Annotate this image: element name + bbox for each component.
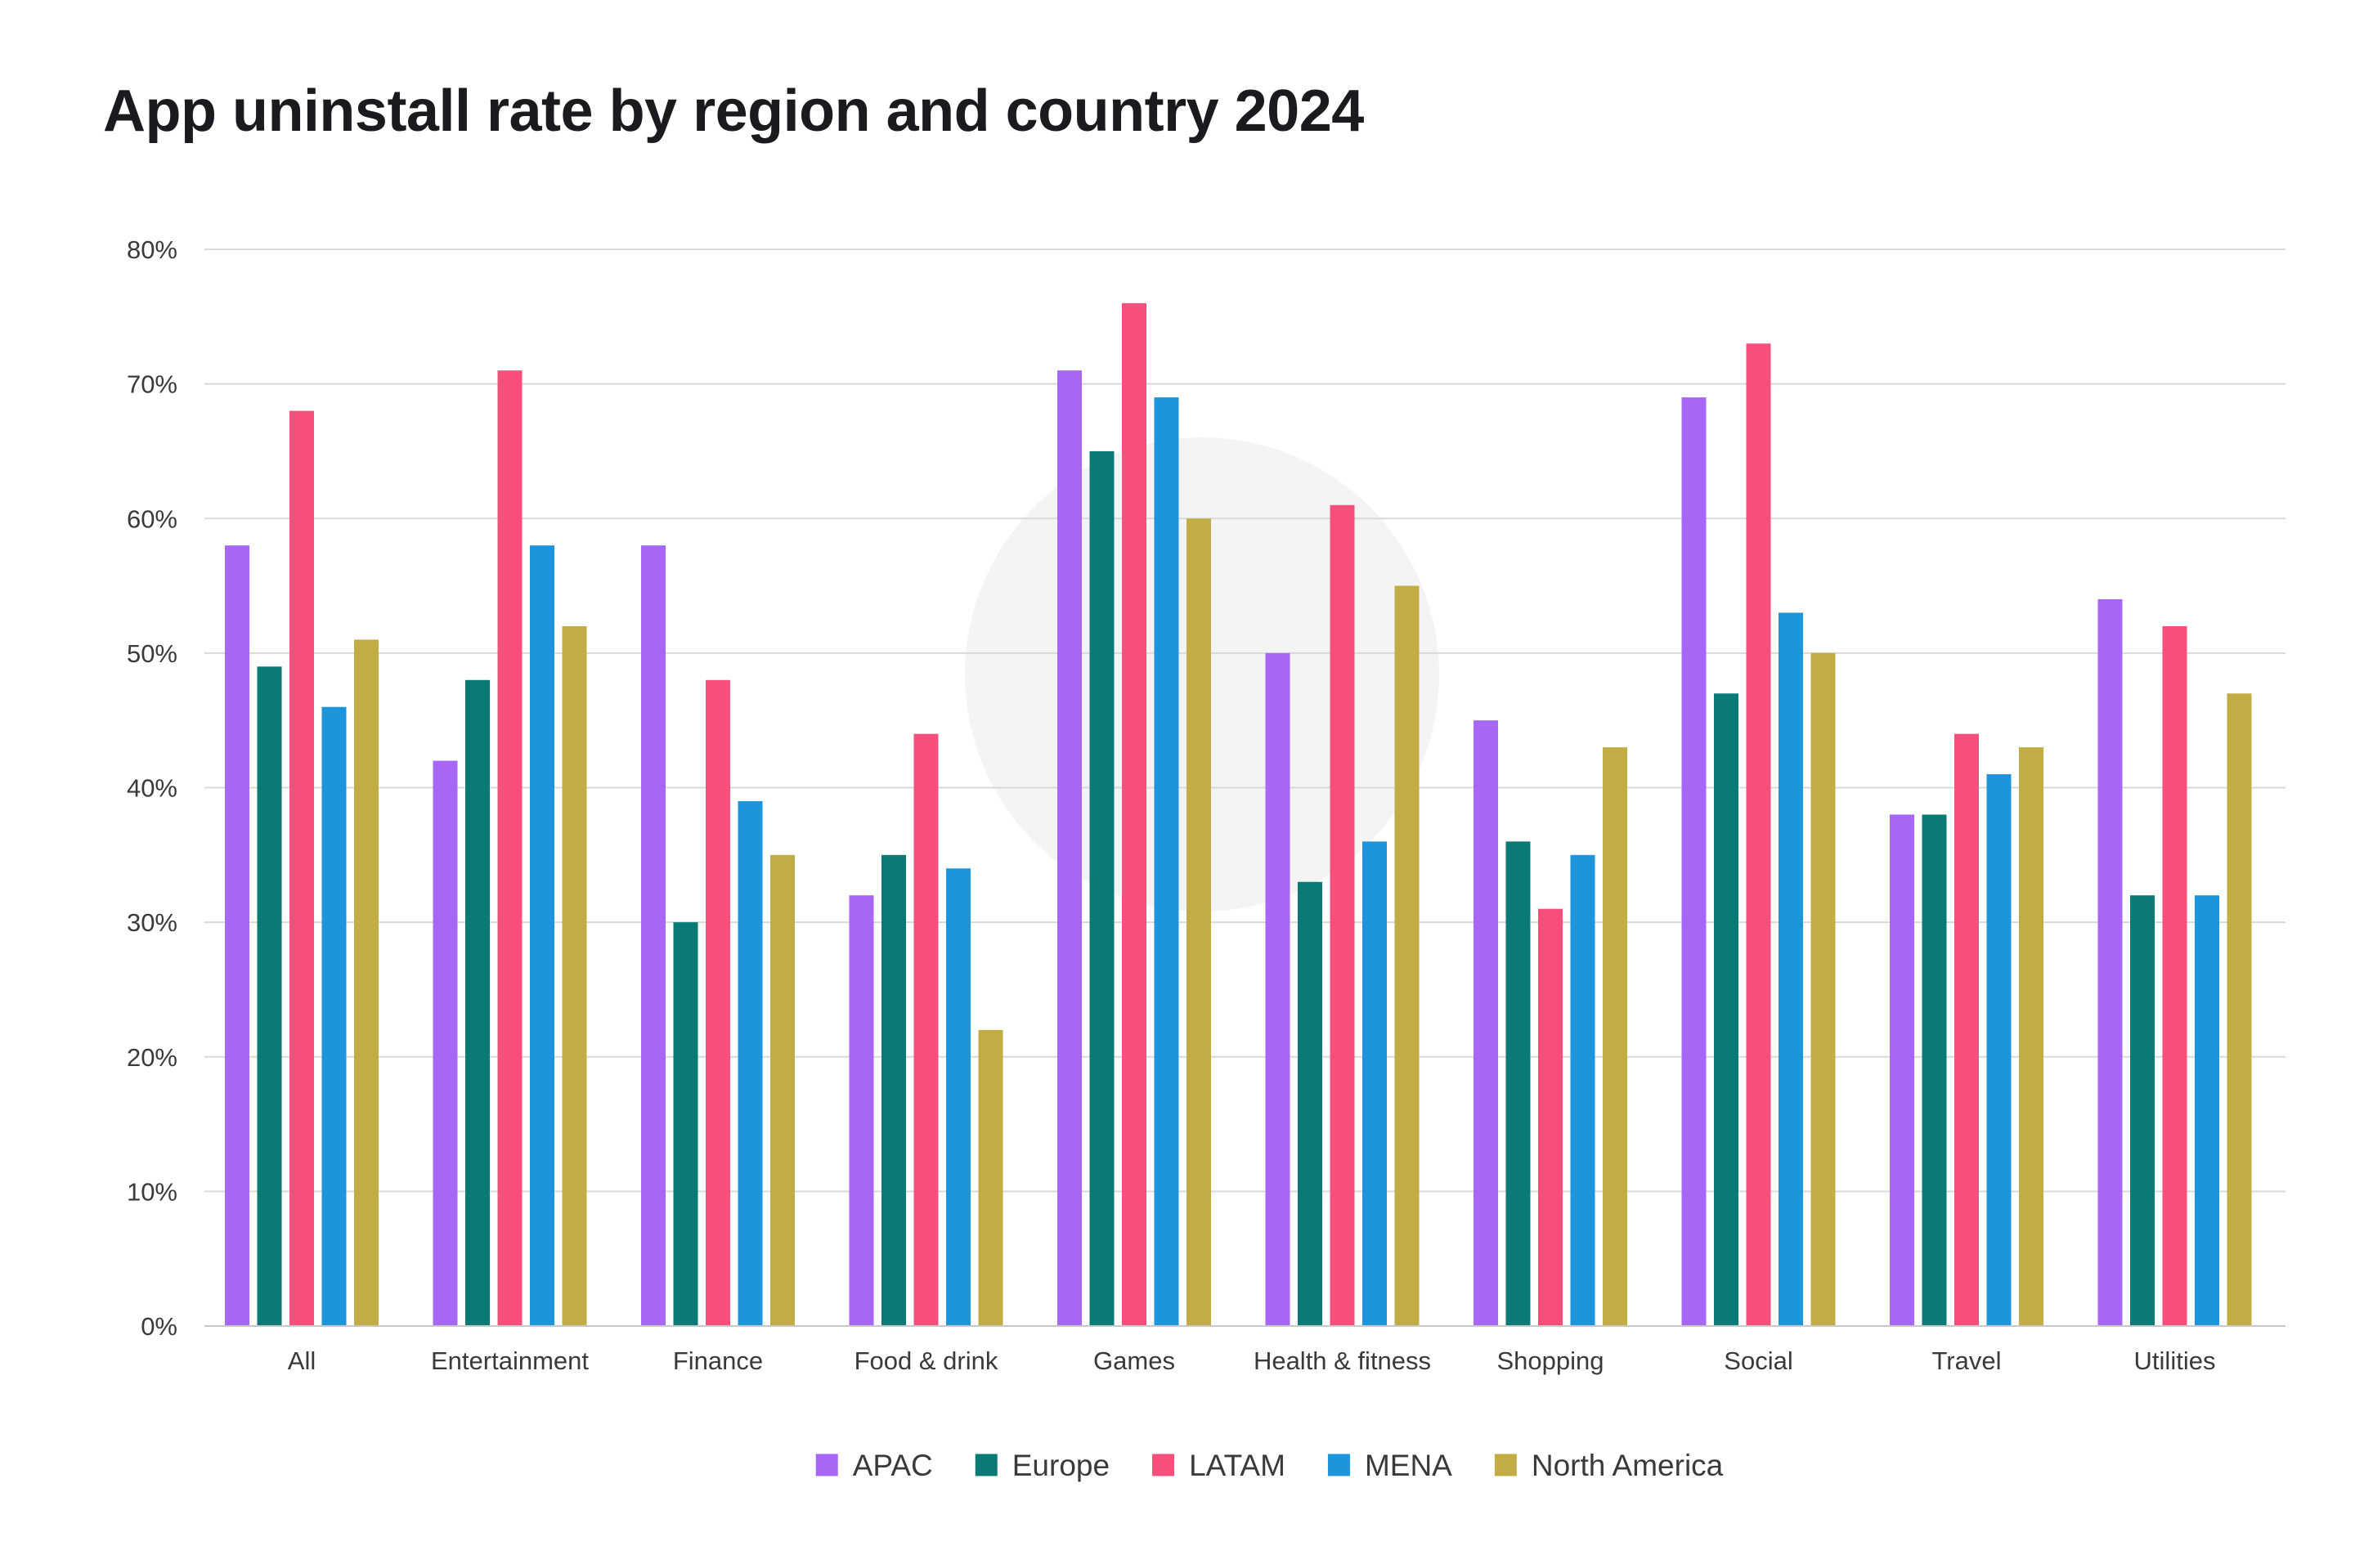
- legend-label: North America: [1532, 1449, 1724, 1482]
- y-tick-label: 40%: [127, 774, 177, 803]
- x-axis-tick-labels: All Entertainment Finance Food & drink Games…: [288, 1346, 2216, 1375]
- x-tick-label: Food & drink: [855, 1346, 998, 1375]
- y-tick-label: 70%: [127, 370, 177, 399]
- bar: [257, 666, 282, 1326]
- bar: [1922, 814, 1947, 1326]
- x-tick-label: Social: [1724, 1346, 1792, 1375]
- bar: [1954, 733, 1979, 1326]
- x-tick-label: Travel: [1932, 1346, 2002, 1375]
- bar: [946, 868, 971, 1326]
- bar: [2195, 895, 2219, 1326]
- legend-swatch: [1494, 1454, 1517, 1476]
- x-tick-label: All: [288, 1346, 316, 1375]
- bar: [1154, 397, 1179, 1326]
- bar: [321, 706, 347, 1326]
- legend-swatch: [1327, 1454, 1350, 1476]
- bar: [1089, 450, 1115, 1326]
- bar: [2097, 599, 2123, 1326]
- legend-item: North America: [1494, 1449, 1724, 1482]
- bar: [497, 370, 523, 1327]
- bar: [1714, 693, 1738, 1326]
- legend-label: Europe: [1012, 1449, 1110, 1482]
- bar: [1298, 881, 1322, 1326]
- legend-swatch: [1152, 1454, 1175, 1476]
- bar: [530, 545, 554, 1326]
- x-tick-label: Entertainment: [431, 1346, 589, 1375]
- bar: [978, 1029, 1003, 1326]
- legend-item: MENA: [1327, 1449, 1452, 1482]
- bar: [738, 800, 763, 1326]
- bar: [433, 760, 458, 1326]
- bar: [2162, 625, 2187, 1326]
- legend: APAC Europe LATAM MENA North America: [815, 1449, 1724, 1482]
- x-tick-label: Games: [1093, 1346, 1175, 1375]
- bar: [673, 922, 698, 1326]
- bar: [1681, 397, 1707, 1326]
- bar: [1570, 854, 1595, 1326]
- bar: [641, 545, 666, 1326]
- bar: [465, 679, 490, 1326]
- legend-item: Europe: [975, 1449, 1110, 1482]
- bar: [1810, 652, 1836, 1326]
- bar: [1986, 774, 2012, 1326]
- x-tick-label: Finance: [673, 1346, 763, 1375]
- bar: [1603, 747, 1627, 1326]
- bar: [2019, 747, 2043, 1326]
- bar: [913, 733, 939, 1326]
- bar: [1890, 814, 1914, 1326]
- bar: [1505, 841, 1531, 1326]
- bar: [1330, 504, 1355, 1326]
- y-axis-tick-labels: 0% 10% 20% 30% 40% 50% 60% 70% 80%: [127, 235, 177, 1341]
- bar: [1474, 720, 1498, 1326]
- bar: [1538, 908, 1563, 1326]
- y-tick-label: 10%: [127, 1177, 177, 1206]
- legend-swatch: [975, 1454, 998, 1476]
- bar: [1746, 343, 1771, 1326]
- bar: [881, 854, 906, 1326]
- y-tick-label: 30%: [127, 908, 177, 937]
- bar: [289, 410, 314, 1326]
- y-tick-label: 0%: [141, 1312, 177, 1341]
- bar: [849, 895, 874, 1326]
- bar: [770, 854, 795, 1326]
- x-tick-label: Utilities: [2134, 1346, 2216, 1375]
- bar: [354, 639, 379, 1326]
- bar: [1362, 841, 1387, 1326]
- bar: [1394, 585, 1420, 1326]
- legend-label: MENA: [1365, 1449, 1452, 1482]
- bar: [1265, 652, 1290, 1326]
- y-tick-label: 50%: [127, 639, 177, 668]
- bar: [706, 679, 730, 1326]
- chart-title: App uninstall rate by region and country…: [103, 78, 1364, 144]
- y-tick-label: 80%: [127, 235, 177, 264]
- x-tick-label: Health & fitness: [1254, 1346, 1431, 1375]
- bars: [225, 302, 2252, 1327]
- y-tick-label: 60%: [127, 504, 177, 533]
- bar: [225, 545, 249, 1326]
- bar: [562, 625, 587, 1326]
- bar: [1122, 302, 1146, 1327]
- x-tick-label: Shopping: [1496, 1346, 1604, 1375]
- legend-item: APAC: [815, 1449, 933, 1482]
- bar: [2227, 693, 2252, 1326]
- legend-label: LATAM: [1189, 1449, 1285, 1482]
- legend-label: APAC: [853, 1449, 933, 1482]
- bar: [1779, 612, 1803, 1326]
- legend-item: LATAM: [1152, 1449, 1285, 1482]
- legend-swatch: [815, 1454, 838, 1476]
- bar: [1057, 370, 1082, 1327]
- y-tick-label: 20%: [127, 1043, 177, 1072]
- bar: [2130, 895, 2155, 1326]
- bar: [1186, 518, 1211, 1326]
